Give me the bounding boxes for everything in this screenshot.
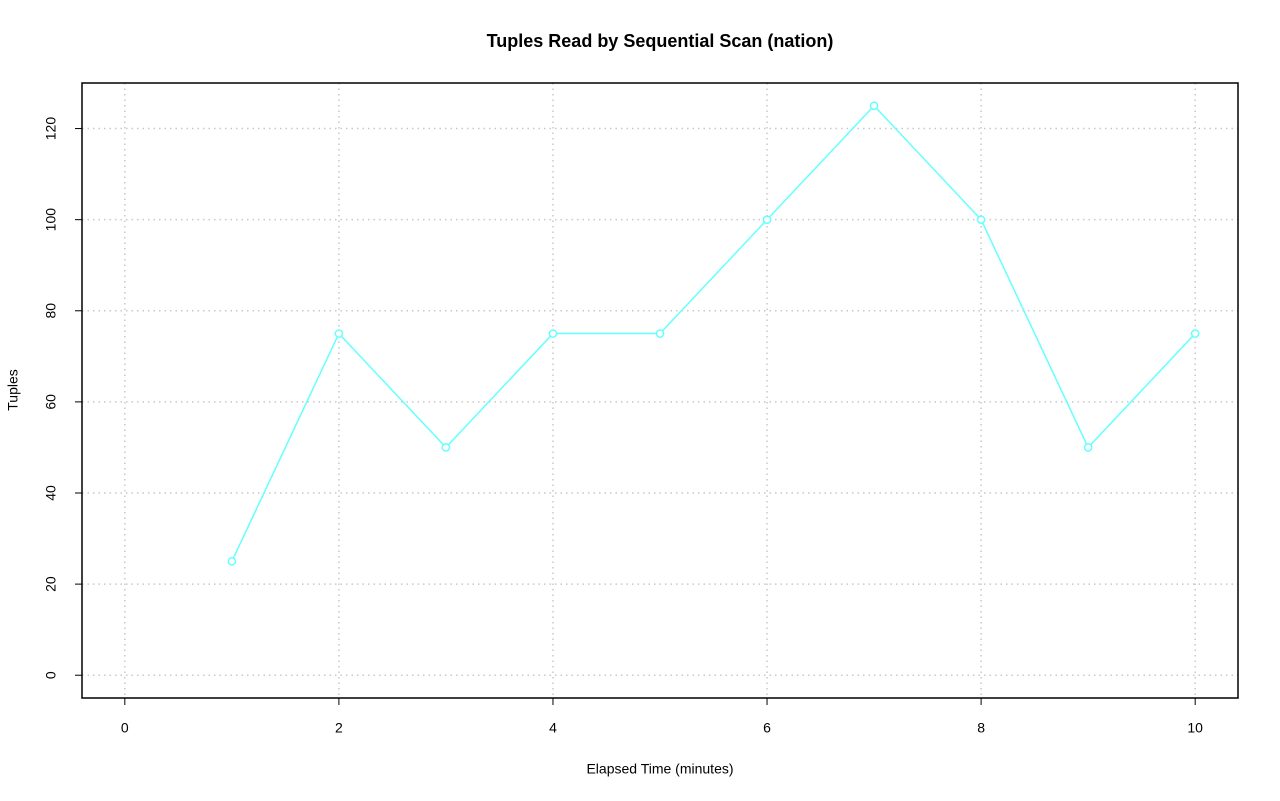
y-tick-label: 0	[43, 671, 59, 679]
x-tick-label: 4	[549, 720, 557, 736]
x-tick-label: 6	[763, 720, 771, 736]
x-axis-label: Elapsed Time (minutes)	[586, 761, 733, 777]
plot-area	[227, 101, 1200, 566]
data-point	[334, 329, 344, 338]
data-point	[869, 101, 879, 111]
series-line	[231, 104, 1196, 562]
y-tick-label: 100	[43, 208, 59, 232]
y-tick-label: 20	[43, 576, 59, 592]
grid	[82, 83, 1238, 698]
data-point	[1190, 329, 1200, 338]
y-tick-label: 40	[43, 485, 59, 501]
data-point	[441, 443, 451, 452]
data-point	[548, 329, 558, 338]
x-tick-label: 2	[335, 720, 343, 736]
data-point	[655, 329, 665, 338]
y-tick-label: 80	[43, 303, 59, 319]
x-tick-label: 10	[1187, 720, 1203, 736]
y-tick-label: 60	[43, 394, 59, 410]
data-point	[1083, 443, 1093, 452]
chart-title: Tuples Read by Sequential Scan (nation)	[487, 31, 834, 51]
x-tick-label: 8	[977, 720, 985, 736]
data-point	[227, 556, 237, 566]
y-tick-label: 120	[43, 117, 59, 141]
plot-box	[81, 82, 1239, 699]
data-point	[976, 215, 986, 225]
y-axis-label: Tuples	[5, 369, 21, 411]
data-point	[762, 215, 772, 225]
x-tick-label: 0	[121, 720, 129, 736]
